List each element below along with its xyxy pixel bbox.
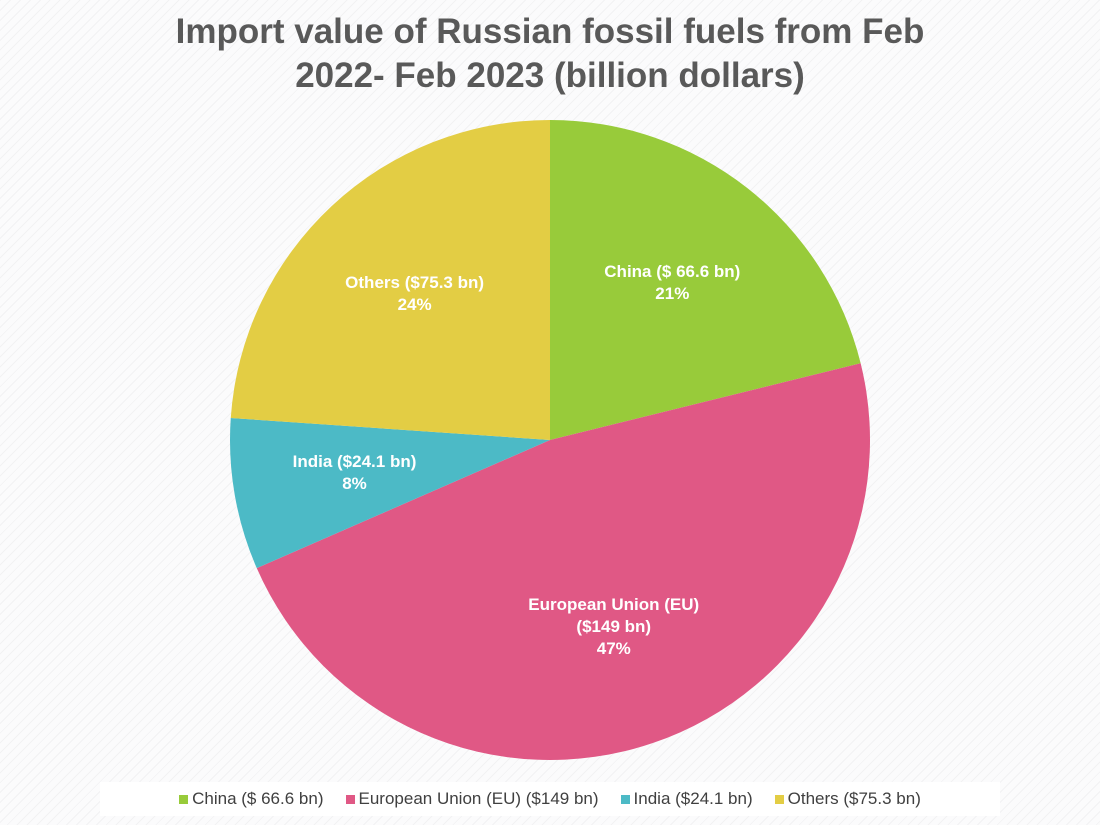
chart-title-line-2: 2022- Feb 2023 (billion dollars) [295,56,805,95]
legend-item-eu: European Union (EU) ($149 bn) [345,789,599,809]
legend-label-india: India ($24.1 bn) [633,789,753,808]
legend-item-china: China ($ 66.6 bn) [179,789,324,809]
chart-legend: China ($ 66.6 bn) European Union (EU) ($… [100,782,1000,816]
legend-label-eu: European Union (EU) ($149 bn) [358,789,599,808]
data-label-others: Others ($75.3 bn) 24% [345,273,484,314]
legend-swatch-china [179,794,189,804]
chart-title-line-1: Import value of Russian fossil fuels fro… [175,12,925,51]
legend-swatch-india [620,794,630,804]
pie-slice-india [229,417,550,569]
data-label-eu: European Union (EU) ($149 bn) 47% [528,595,699,658]
chart-title: Import value of Russian fossil fuels fro… [0,10,1100,98]
pie-slice-eu [256,363,870,760]
legend-item-india: India ($24.1 bn) [620,789,753,809]
legend-swatch-others [774,794,784,804]
data-label-india: India ($24.1 bn) 8% [293,452,417,493]
legend-item-others: Others ($75.3 bn) [774,789,921,809]
legend-label-others: Others ($75.3 bn) [787,789,921,808]
pie-chart: China ($ 66.6 bn) 21% European Union (EU)(… [229,120,870,760]
pie-slice-others [230,120,551,440]
data-label-china: China ($ 66.6 bn) 21% [604,262,740,303]
legend-swatch-eu [345,794,355,804]
pie-slice-china [550,120,861,440]
legend-label-china: China ($ 66.6 bn) [192,789,324,808]
